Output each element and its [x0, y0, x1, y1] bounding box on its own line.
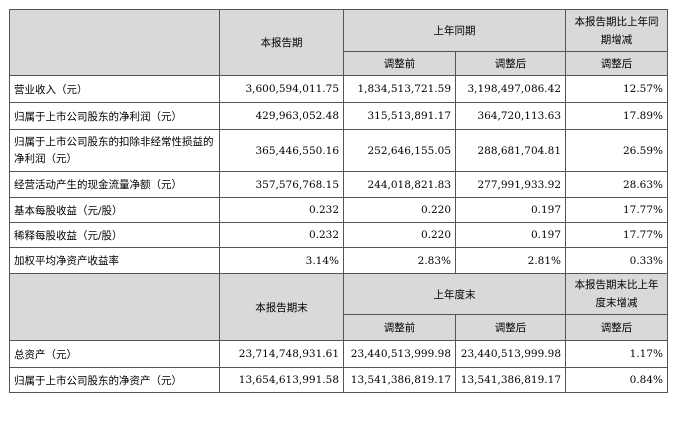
before-value: 23,440,513,999.98 [343, 340, 456, 368]
after-value: 23,440,513,999.98 [455, 340, 566, 368]
table-row: 经营活动产生的现金流量净额（元） 357,576,768.15 244,018,… [9, 171, 668, 198]
row-label: 基本每股收益（元/股） [9, 197, 220, 223]
change-value: 12.57% [565, 75, 668, 103]
change-value: 17.77% [565, 222, 668, 248]
current-value: 429,963,052.48 [219, 102, 344, 130]
current-value: 365,446,550.16 [219, 129, 344, 172]
current-value: 0.232 [219, 222, 344, 248]
current-value: 3,600,594,011.75 [219, 75, 344, 103]
after-value: 288,681,704.81 [455, 129, 566, 172]
financial-summary-table: 本报告期 上年同期 本报告期比上年同期增减 调整前 调整后 调整后 营业收入（元… [9, 9, 668, 393]
change-value: 0.33% [565, 247, 668, 274]
after-value: 3,198,497,086.42 [455, 75, 566, 103]
before-value: 244,018,821.83 [343, 171, 456, 198]
header-year-end-change: 本报告期末比上年度末增减 [565, 273, 668, 315]
current-value: 0.232 [219, 197, 344, 223]
before-value: 252,646,155.05 [343, 129, 456, 172]
table-row: 基本每股收益（元/股） 0.232 0.220 0.197 17.77% [9, 197, 668, 223]
header-yoy-change: 本报告期比上年同期增减 [565, 9, 668, 52]
header-prior-period-group: 上年同期 [343, 9, 566, 52]
change-value: 28.63% [565, 171, 668, 198]
row-label: 经营活动产生的现金流量净额（元） [9, 171, 220, 198]
header-change-after-adjustment: 调整后 [565, 51, 668, 76]
header-current-period: 本报告期 [219, 9, 344, 76]
current-value: 357,576,768.15 [219, 171, 344, 198]
table-row: 归属于上市公司股东的净资产（元） 13,654,613,991.58 13,54… [9, 367, 668, 393]
row-label: 稀释每股收益（元/股） [9, 222, 220, 248]
table-row: 营业收入（元） 3,600,594,011.75 1,834,513,721.5… [9, 75, 668, 103]
header-before-adjustment: 调整前 [343, 314, 456, 341]
before-value: 0.220 [343, 222, 456, 248]
table-row: 稀释每股收益（元/股） 0.232 0.220 0.197 17.77% [9, 222, 668, 248]
current-value: 13,654,613,991.58 [219, 367, 344, 393]
row-label: 归属于上市公司股东的净资产（元） [9, 367, 220, 393]
before-value: 13,541,386,819.17 [343, 367, 456, 393]
header-blank-cell [9, 9, 220, 76]
after-value: 2.81% [455, 247, 566, 274]
row-label: 营业收入（元） [9, 75, 220, 103]
after-value: 13,541,386,819.17 [455, 367, 566, 393]
before-value: 2.83% [343, 247, 456, 274]
header-after-adjustment: 调整后 [455, 314, 566, 341]
header-change-after-adjustment: 调整后 [565, 314, 668, 341]
before-value: 315,513,891.17 [343, 102, 456, 130]
table-row: 归属于上市公司股东的净利润（元） 429,963,052.48 315,513,… [9, 102, 668, 130]
change-value: 0.84% [565, 367, 668, 393]
after-value: 0.197 [455, 197, 566, 223]
table-row: 加权平均净资产收益率 3.14% 2.83% 2.81% 0.33% [9, 247, 668, 274]
row-label: 归属于上市公司股东的净利润（元） [9, 102, 220, 130]
header-before-adjustment: 调整前 [343, 51, 456, 76]
before-value: 0.220 [343, 197, 456, 223]
change-value: 26.59% [565, 129, 668, 172]
current-value: 3.14% [219, 247, 344, 274]
change-value: 1.17% [565, 340, 668, 368]
table-row: 总资产（元） 23,714,748,931.61 23,440,513,999.… [9, 340, 668, 368]
header-prior-year-end-group: 上年度末 [343, 273, 566, 315]
header-current-period-end: 本报告期末 [219, 273, 344, 341]
row-label: 总资产（元） [9, 340, 220, 368]
row-label: 加权平均净资产收益率 [9, 247, 220, 274]
change-value: 17.77% [565, 197, 668, 223]
row-label: 归属于上市公司股东的扣除非经常性损益的净利润（元） [9, 129, 220, 172]
header-blank-cell [9, 273, 220, 341]
header-after-adjustment: 调整后 [455, 51, 566, 76]
before-value: 1,834,513,721.59 [343, 75, 456, 103]
after-value: 277,991,933.92 [455, 171, 566, 198]
table-row: 归属于上市公司股东的扣除非经常性损益的净利润（元） 365,446,550.16… [9, 129, 668, 172]
after-value: 364,720,113.63 [455, 102, 566, 130]
change-value: 17.89% [565, 102, 668, 130]
after-value: 0.197 [455, 222, 566, 248]
current-value: 23,714,748,931.61 [219, 340, 344, 368]
